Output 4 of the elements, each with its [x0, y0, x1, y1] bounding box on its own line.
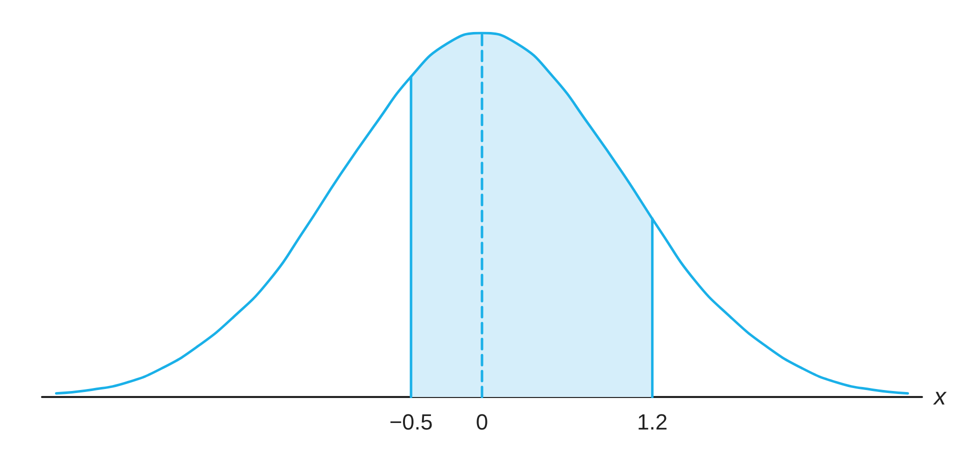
x-axis-title: x — [933, 384, 947, 410]
x-tick-label: 1.2 — [637, 410, 668, 434]
x-tick-label: 0 — [476, 410, 488, 434]
x-tick-label: −0.5 — [389, 410, 433, 434]
